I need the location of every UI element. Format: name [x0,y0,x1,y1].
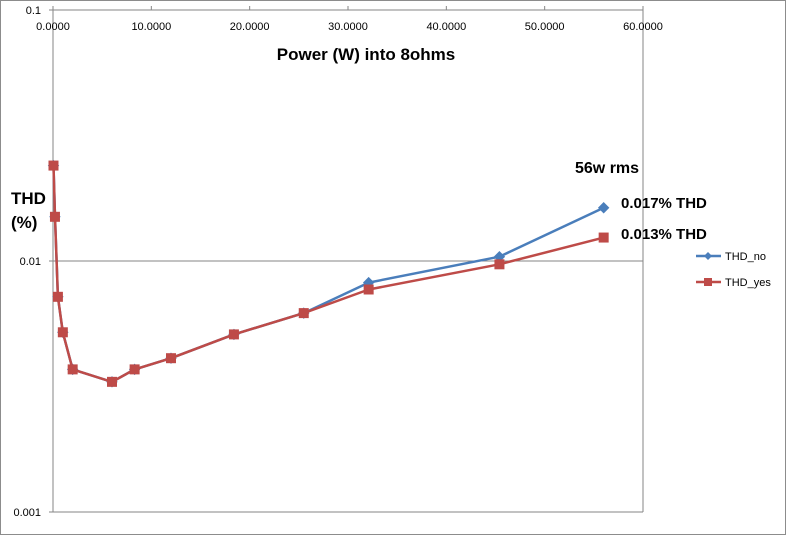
y-axis-label-line1: THD [11,189,46,208]
x-tick-label-5: 50.0000 [525,21,565,33]
x-tick-label-1: 10.0000 [131,21,171,33]
annotation-rms: 56w rms [575,160,640,177]
x-tick-label-4: 40.0000 [426,21,466,33]
data-point-THD_yes-12 [598,232,609,243]
data-point-THD_yes-7 [166,353,176,364]
legend-label-THD_yes: THD_yes [725,277,771,289]
y-axis-label: THD (%) [11,187,46,235]
data-point-THD_yes-6 [129,364,140,375]
y-tick-label-2: 0.001 [13,507,41,519]
data-point-THD_yes-4 [67,364,78,375]
data-point-THD_yes-10 [363,284,374,295]
data-point-THD_yes-3 [57,327,68,338]
data-point-THD_no-12 [597,202,610,214]
y-axis-label-line2: (%) [11,213,38,232]
legend-label-THD_no: THD_no [725,251,766,263]
x-tick-label-2: 20.0000 [230,21,270,33]
series-line-THD_no [52,165,605,384]
data-point-THD_yes-0 [48,160,59,171]
x-tick-label-3: 30.0000 [328,21,368,33]
data-point-THD_yes-2 [52,291,63,302]
data-point-THD_yes-9 [298,308,309,319]
data-point-THD_yes-5 [107,376,117,387]
legend-marker-THD_no [704,252,712,260]
legend-marker-THD_yes [704,278,712,286]
series-line-THD_yes [52,165,605,384]
data-point-THD_yes-1 [49,211,60,222]
y-tick-label-0: 0.1 [26,5,41,17]
chart-title: Power (W) into 8ohms [276,45,456,64]
x-tick-label-6: 60.0000 [623,21,663,33]
annotation-thd-no: 0.017% THD [621,195,707,212]
annotation-thd-yes: 0.013% THD [621,226,707,243]
x-tick-label-0: 0.0000 [36,21,70,33]
data-point-THD_yes-8 [228,329,239,340]
y-tick-label-1: 0.01 [20,256,41,268]
data-point-THD_yes-11 [494,259,505,270]
